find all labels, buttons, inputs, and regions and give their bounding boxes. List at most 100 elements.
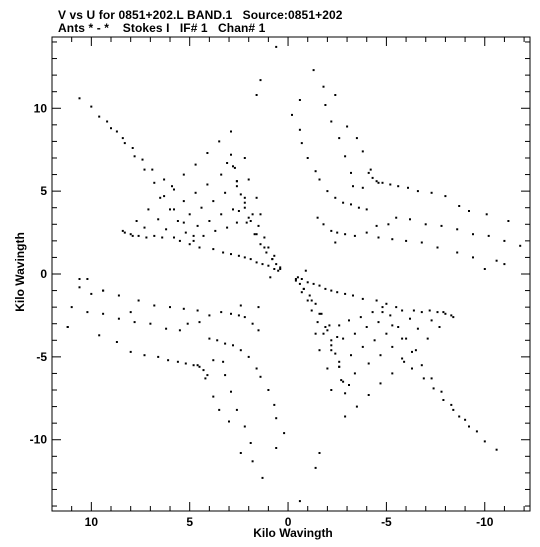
data-point [314,170,317,173]
data-point [468,425,470,428]
data-point [344,292,347,295]
data-point [338,137,341,140]
data-point [251,322,254,325]
data-point [135,220,138,222]
data-point [106,120,109,123]
data-point [359,316,362,319]
data-point [261,263,264,266]
chart-title: V vs U for 0851+202.L BAND.1 Source:0851… [58,8,343,22]
data-point [405,239,408,242]
data-point [169,208,171,211]
data-point [259,375,262,378]
data-point [159,196,162,199]
data-point [259,213,262,216]
data-point [102,289,105,292]
data-point [361,186,364,189]
data-point [153,234,156,237]
data-point [186,322,189,325]
data-point [324,287,327,290]
data-point [249,258,252,261]
data-point [519,244,522,247]
data-point [206,374,209,377]
data-point [196,309,199,312]
data-point [300,291,303,294]
data-point [157,218,160,221]
data-point [275,447,278,449]
data-point [365,231,368,234]
data-point [420,241,423,244]
data-point [334,352,337,355]
data-point [165,327,168,330]
data-point [137,299,140,302]
data-point [409,218,411,221]
data-point [294,279,297,282]
data-point [220,311,223,314]
data-point [375,180,378,183]
data-point [239,349,242,352]
data-point [232,208,234,211]
data-point [336,291,339,294]
data-point [314,332,317,335]
data-point [243,157,246,159]
data-point [300,278,303,280]
data-point [373,339,376,342]
data-point [249,220,252,222]
data-point [169,306,171,309]
data-point [206,152,209,154]
data-point [306,157,309,159]
data-point [426,337,429,340]
data-point [133,155,136,158]
data-point [355,405,358,408]
data-point [428,309,431,312]
data-point [253,233,256,236]
data-point [377,181,380,184]
data-point [220,173,223,176]
data-point [202,369,205,372]
data-point [387,223,390,226]
data-point [334,241,337,244]
data-point [194,163,197,166]
data-point [247,178,250,181]
data-point [495,259,498,262]
data-point [458,205,461,207]
data-point [326,190,329,193]
data-point [391,238,394,241]
data-point [220,213,223,216]
data-point [381,311,384,314]
data-point [143,354,146,357]
data-point [318,452,321,454]
data-point [298,99,301,101]
data-point [314,302,317,305]
data-point [121,229,124,232]
data-point [143,226,146,229]
data-point [218,408,221,411]
data-point [216,339,219,342]
data-point [422,377,425,380]
data-point [326,329,329,332]
data-point [141,158,144,161]
data-point [230,153,232,156]
data-point [336,231,339,234]
data-point [153,304,156,307]
data-point [385,302,388,305]
data-point [129,233,132,236]
data-point [129,311,132,314]
data-point [70,306,73,309]
data-point [361,297,364,300]
data-point [230,130,232,133]
axis-ticks: 10 5 0 -5 -10 10 5 0 -5 -10 [30,37,530,529]
data-point [245,221,248,224]
data-point [263,246,266,249]
data-point [232,165,234,168]
data-point [475,430,478,433]
data-point [255,94,258,96]
data-point [173,236,175,239]
data-point [198,365,201,368]
data-point [257,224,260,227]
data-point [320,312,323,315]
data-point [420,311,423,314]
data-point [330,349,333,352]
data-point [123,142,126,145]
data-point [432,387,435,390]
